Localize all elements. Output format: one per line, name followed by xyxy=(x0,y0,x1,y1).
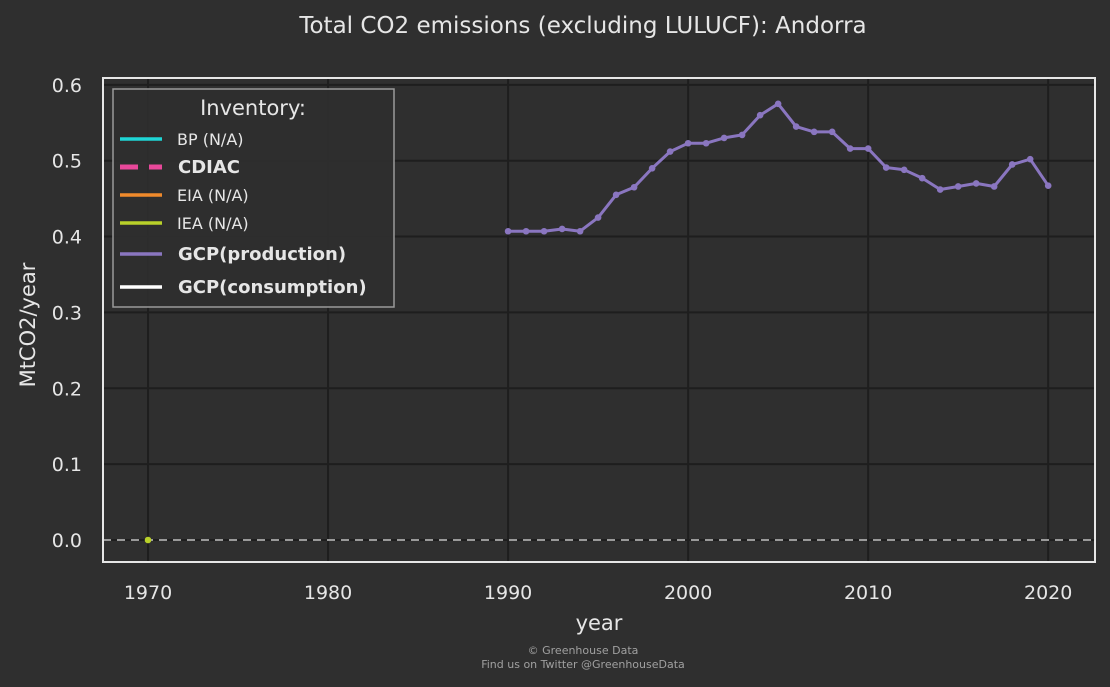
data-point xyxy=(684,139,692,147)
data-point xyxy=(936,186,944,193)
y-tick-label: 0.5 xyxy=(52,151,82,173)
x-tick-label: 1990 xyxy=(484,582,532,604)
credit-line-2: Find us on Twitter @GreenhouseData xyxy=(481,658,685,671)
legend-box xyxy=(112,88,395,308)
legend-label: BP (N/A) xyxy=(177,130,244,149)
data-point xyxy=(504,227,512,235)
data-point xyxy=(846,145,854,152)
credit-line-1: © Greenhouse Data xyxy=(528,644,639,657)
data-point xyxy=(522,227,530,235)
data-point xyxy=(738,131,746,139)
legend-label: GCP(production) xyxy=(178,244,346,265)
legend-entry: EIA (N/A) xyxy=(120,186,249,205)
legend-entries: BP (N/A) CDIAC EIA (N/A) IEA (N/A) GCP(produ… xyxy=(120,130,367,298)
y-tick-labels: 0.0 0.1 0.2 0.3 0.4 0.5 0.6 xyxy=(52,75,82,552)
legend-label: CDIAC xyxy=(178,157,240,178)
x-axis-label: year xyxy=(576,611,623,635)
data-point xyxy=(1008,161,1016,168)
legend-entry: CDIAC xyxy=(120,157,240,178)
y-tick-label: 0.3 xyxy=(52,302,82,324)
y-tick-label: 0.4 xyxy=(52,227,82,249)
series-iea-n-a xyxy=(144,536,152,544)
series-gcp-production xyxy=(504,100,1052,235)
data-point xyxy=(558,225,566,233)
x-tick-label: 2020 xyxy=(1024,582,1072,604)
y-tick-label: 0.6 xyxy=(52,75,82,97)
data-point xyxy=(594,214,602,221)
x-tick-label: 2000 xyxy=(664,582,712,604)
data-point xyxy=(720,134,728,142)
data-point xyxy=(864,145,872,152)
y-tick-label: 0.1 xyxy=(52,454,82,476)
data-point xyxy=(774,100,782,108)
data-point xyxy=(630,183,638,191)
data-point xyxy=(792,123,800,130)
data-point xyxy=(1044,182,1052,190)
data-point xyxy=(612,191,620,199)
data-point xyxy=(828,128,836,136)
data-point xyxy=(666,148,674,155)
data-point xyxy=(990,183,998,190)
legend-label: EIA (N/A) xyxy=(177,186,249,205)
data-point xyxy=(702,139,710,147)
data-point xyxy=(882,164,890,171)
legend-entry: IEA (N/A) xyxy=(120,214,249,233)
data-point xyxy=(900,166,908,174)
data-point xyxy=(810,128,818,136)
legend-entry: BP (N/A) xyxy=(120,130,244,149)
data-point xyxy=(954,183,962,190)
legend-title: Inventory: xyxy=(200,96,306,120)
data-point xyxy=(648,164,656,172)
legend-entry: GCP(production) xyxy=(120,244,346,265)
y-axis-label: MtCO2/year xyxy=(16,262,40,387)
y-tick-label: 0.2 xyxy=(52,378,82,400)
y-tick-label: 0.0 xyxy=(52,530,82,552)
chart-title: Total CO2 emissions (excluding LULUCF): … xyxy=(298,13,866,39)
x-tick-label: 1970 xyxy=(124,582,172,604)
series-layer xyxy=(144,100,1052,544)
data-point xyxy=(972,180,980,187)
data-point xyxy=(918,174,926,182)
legend-label: GCP(consumption) xyxy=(178,277,367,298)
plot-frame xyxy=(102,77,1096,563)
x-tick-labels: 1970 1980 1990 2000 2010 2020 xyxy=(124,582,1073,604)
legend: Inventory: BP (N/A) CDIAC EIA (N/A) IEA (N/… xyxy=(112,88,395,308)
legend-label: IEA (N/A) xyxy=(177,214,249,233)
data-point xyxy=(540,227,548,235)
data-point xyxy=(756,111,764,119)
legend-entry: GCP(consumption) xyxy=(120,277,367,298)
series-line xyxy=(508,102,1050,233)
data-point xyxy=(576,227,584,235)
data-point xyxy=(1026,155,1034,163)
data-point xyxy=(144,536,152,544)
x-tick-label: 1980 xyxy=(304,582,352,604)
x-tick-label: 2010 xyxy=(844,582,892,604)
